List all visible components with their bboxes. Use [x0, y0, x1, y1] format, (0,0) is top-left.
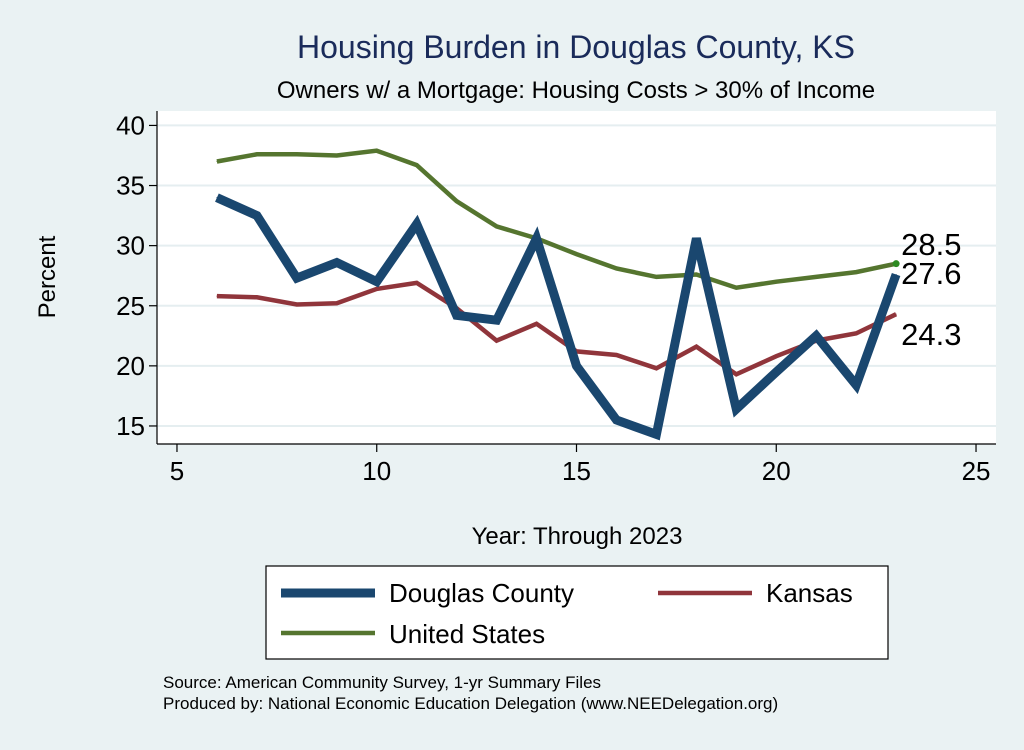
data-point-kansas: [895, 313, 897, 315]
data-point-united-states: [256, 153, 258, 155]
data-point-douglas-county: [216, 197, 218, 199]
y-tick-label: 15: [116, 411, 145, 441]
data-point-douglas-county: [735, 408, 737, 410]
data-point-united-states: [775, 281, 777, 283]
series-line-douglas-county: [215, 193, 901, 441]
end-marker-united-states: [892, 260, 900, 268]
data-point-douglas-county: [416, 223, 418, 225]
data-point-douglas-county: [256, 215, 258, 217]
legend-box: [265, 565, 889, 660]
data-point-kansas: [336, 302, 338, 304]
data-point-united-states: [336, 154, 338, 156]
series-line-kansas: [216, 280, 898, 377]
data-point-united-states: [296, 153, 298, 155]
data-point-kansas: [735, 373, 737, 375]
data-point-united-states: [615, 267, 617, 269]
end-label-kansas: 24.3: [901, 317, 961, 352]
legend: Douglas County Kansas United States: [265, 565, 889, 660]
data-point-kansas: [416, 282, 418, 284]
data-point-united-states: [815, 276, 817, 278]
y-tick-label: 40: [116, 110, 145, 140]
data-point-united-states: [376, 150, 378, 152]
end-labels: 28.527.6 24.3: [901, 227, 961, 352]
data-point-united-states: [456, 200, 458, 202]
x-axis-title: Year: Through 2023: [472, 523, 683, 550]
data-point-kansas: [296, 304, 298, 306]
chart-title: Housing Burden in Douglas County, KS: [297, 29, 855, 65]
data-point-united-states: [416, 164, 418, 166]
data-point-douglas-county: [695, 237, 697, 239]
end-label-douglas-county: 27.6: [901, 256, 961, 291]
y-tick-label: 20: [116, 351, 145, 381]
x-tick-label: 25: [962, 456, 991, 486]
data-point-douglas-county: [655, 433, 657, 435]
data-point-kansas: [775, 355, 777, 357]
data-point-united-states: [655, 276, 657, 278]
x-tick-label: 20: [762, 456, 791, 486]
x-tick-label: 10: [362, 456, 391, 486]
data-point-douglas-county: [815, 335, 817, 337]
y-axis-title: Percent: [34, 235, 61, 318]
source-note: Source: American Community Survey, 1-yr …: [163, 673, 601, 692]
data-point-kansas: [695, 346, 697, 348]
data-point-kansas: [615, 354, 617, 356]
data-point-douglas-county: [615, 419, 617, 421]
data-point-kansas: [256, 296, 258, 298]
axes: 15 20 25 30 35 40 5 10 15 20 25: [116, 110, 996, 486]
data-point-douglas-county: [536, 237, 538, 239]
data-point-kansas: [496, 340, 498, 342]
data-point-united-states: [735, 287, 737, 289]
series-line-united-states: [216, 148, 897, 291]
y-tick-label: 25: [116, 291, 145, 321]
data-point-kansas: [855, 332, 857, 334]
data-point-kansas: [655, 367, 657, 369]
data-point-douglas-county: [336, 261, 338, 263]
data-point-douglas-county: [296, 277, 298, 279]
data-point-douglas-county: [855, 384, 857, 386]
data-point-united-states: [496, 225, 498, 227]
data-point-united-states: [695, 273, 697, 275]
data-point-douglas-county: [496, 319, 498, 321]
data-point-kansas: [536, 323, 538, 325]
x-tick-label: 15: [562, 456, 591, 486]
data-point-united-states: [216, 160, 218, 162]
data-point-douglas-county: [895, 273, 897, 275]
legend-label-kansas: Kansas: [766, 578, 853, 608]
y-tick-label: 30: [116, 231, 145, 261]
x-tick-label: 5: [170, 456, 184, 486]
data-point-douglas-county: [376, 281, 378, 283]
legend-label-united-states: United States: [389, 619, 545, 649]
y-tick-label: 35: [116, 171, 145, 201]
data-point-douglas-county: [456, 314, 458, 316]
plot-area: [157, 111, 996, 444]
chart-subtitle: Owners w/ a Mortgage: Housing Costs > 30…: [277, 77, 875, 104]
data-point-douglas-county: [775, 371, 777, 373]
data-point-united-states: [855, 271, 857, 273]
data-point-united-states: [576, 253, 577, 255]
data-point-douglas-county: [576, 365, 577, 367]
legend-label-douglas-county: Douglas County: [389, 578, 574, 608]
data-point-kansas: [376, 288, 378, 290]
end-label-united-states: 28.5: [901, 227, 961, 262]
series-group: [215, 148, 901, 441]
data-point-kansas: [216, 295, 218, 297]
producer-note: Produced by: National Economic Education…: [163, 694, 778, 713]
